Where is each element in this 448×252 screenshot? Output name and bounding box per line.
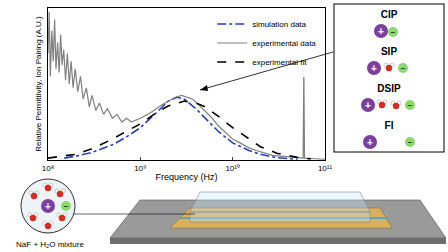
svg-text:NaF + H₂O mixture: NaF + H₂O mixture (16, 240, 84, 249)
svg-text:+: + (371, 63, 377, 74)
svg-text:−: − (408, 101, 413, 110)
svg-text:+: + (45, 201, 51, 212)
svg-text:−: − (408, 138, 413, 147)
svg-text:Relative Permittivity, Ion Pai: Relative Permittivity, Ion Pairing (A.U.… (34, 16, 43, 152)
svg-text:experimental data: experimental data (252, 39, 316, 48)
svg-text:10¹⁰: 10¹⁰ (225, 164, 240, 173)
svg-text:experimental fit: experimental fit (252, 58, 307, 67)
svg-text:10¹¹: 10¹¹ (318, 164, 333, 173)
svg-text:FI: FI (385, 120, 394, 131)
svg-text:+: + (378, 26, 384, 37)
svg-text:DSIP: DSIP (377, 83, 401, 94)
svg-text:CIP: CIP (381, 9, 398, 20)
svg-text:−: − (64, 202, 69, 211)
svg-text:+: + (365, 100, 371, 111)
svg-text:10⁸: 10⁸ (42, 164, 54, 173)
svg-text:simulation data: simulation data (252, 20, 306, 29)
svg-text:10⁹: 10⁹ (134, 164, 146, 173)
svg-text:+: + (367, 137, 373, 148)
svg-text:−: − (401, 64, 406, 73)
svg-text:Frequency (Hz): Frequency (Hz) (155, 172, 217, 182)
svg-text:−: − (391, 28, 396, 37)
svg-text:SIP: SIP (381, 46, 397, 57)
